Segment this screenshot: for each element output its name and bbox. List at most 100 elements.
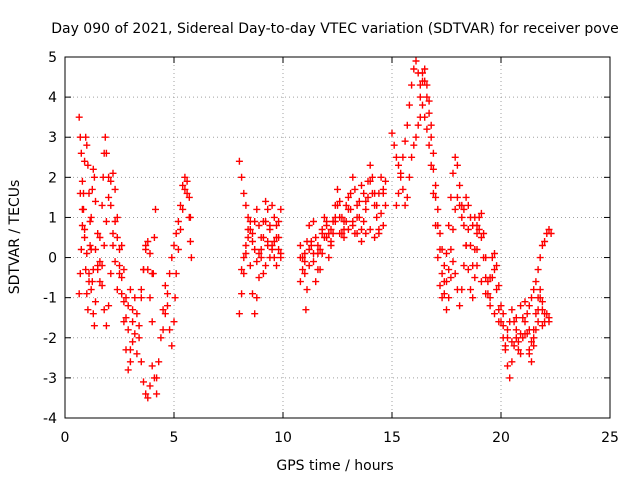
data-point (307, 242, 315, 249)
data-point (521, 298, 529, 306)
y-tick-label: 0 (48, 251, 57, 267)
data-point (152, 205, 159, 213)
data-point (255, 250, 263, 257)
data-point (530, 342, 538, 350)
data-point (336, 197, 344, 205)
data-point (536, 254, 544, 262)
data-point (467, 242, 474, 249)
data-point (423, 93, 431, 101)
data-point (168, 342, 176, 350)
data-point (325, 254, 333, 262)
data-point (436, 230, 444, 237)
data-point (98, 262, 106, 270)
data-point (122, 314, 130, 322)
data-point (486, 302, 494, 310)
data-points (75, 57, 555, 402)
data-point (235, 157, 243, 165)
data-point (501, 346, 509, 354)
data-point (486, 274, 494, 282)
data-point (320, 213, 328, 221)
data-point (92, 197, 99, 205)
data-point (185, 193, 193, 201)
data-point (403, 193, 411, 201)
data-point (351, 185, 359, 193)
data-point (126, 286, 134, 294)
data-point (98, 201, 106, 209)
data-point (270, 254, 278, 262)
data-point (129, 318, 137, 326)
data-point (534, 266, 542, 274)
data-point (427, 121, 435, 129)
data-point (327, 226, 335, 233)
data-point (425, 141, 433, 149)
data-point (323, 234, 331, 241)
data-point (275, 246, 283, 253)
data-point (318, 250, 326, 257)
data-point (449, 169, 457, 177)
data-point (268, 201, 276, 209)
data-point (171, 294, 179, 302)
data-point (301, 250, 309, 257)
data-point (438, 294, 446, 302)
data-point (449, 258, 457, 266)
data-point (443, 278, 450, 286)
data-point (353, 201, 361, 209)
data-point (429, 149, 437, 157)
data-point (81, 157, 89, 165)
data-point (183, 177, 191, 185)
data-point (90, 322, 98, 330)
data-point (440, 290, 448, 298)
data-point (153, 374, 161, 382)
data-point (177, 201, 184, 209)
data-point (530, 326, 538, 334)
data-point (118, 274, 126, 282)
data-point (538, 242, 546, 249)
data-point (101, 133, 109, 141)
data-point (532, 310, 540, 318)
data-point (244, 234, 252, 241)
data-point (429, 189, 437, 197)
data-point (473, 230, 481, 237)
data-point (146, 250, 154, 257)
data-point (174, 218, 182, 225)
data-point (349, 218, 357, 225)
data-point (124, 302, 132, 310)
data-point (423, 125, 431, 133)
data-point (131, 330, 139, 338)
data-point (259, 270, 267, 278)
data-point (528, 294, 535, 302)
data-point (98, 282, 106, 290)
data-point (512, 326, 520, 334)
data-point (429, 165, 437, 173)
data-point (445, 294, 453, 302)
data-point (477, 278, 485, 286)
data-point (390, 141, 398, 149)
data-point (538, 322, 546, 330)
y-tick-label: 1 (48, 210, 57, 226)
data-point (477, 209, 485, 217)
data-point (109, 230, 117, 237)
data-point (514, 346, 522, 354)
data-point (131, 294, 139, 302)
data-point (242, 250, 250, 257)
x-tick-label: 15 (383, 430, 401, 446)
data-point (120, 318, 128, 326)
data-point (109, 169, 117, 177)
data-point (89, 165, 97, 173)
data-point (129, 306, 137, 314)
data-point (528, 338, 535, 346)
data-point (421, 113, 429, 121)
data-point (480, 254, 488, 262)
data-point (124, 326, 132, 334)
data-point (375, 189, 383, 197)
data-point (534, 318, 542, 326)
data-point (172, 270, 180, 278)
data-point (164, 290, 171, 298)
data-point (249, 230, 256, 237)
data-point (170, 242, 178, 249)
data-point (493, 262, 501, 270)
data-point (257, 246, 265, 253)
data-point (412, 133, 420, 141)
data-point (76, 189, 84, 197)
data-point (331, 201, 339, 209)
